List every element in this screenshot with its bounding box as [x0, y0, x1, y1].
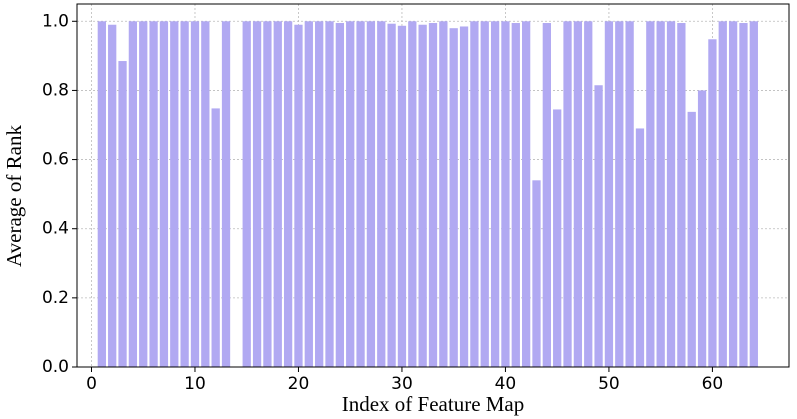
bar: [139, 21, 148, 368]
bar: [739, 23, 748, 368]
bar: [428, 23, 438, 368]
bar: [418, 24, 427, 367]
bar: [263, 21, 272, 368]
bar: [604, 21, 614, 368]
bar: [97, 21, 106, 368]
bar: [201, 21, 210, 368]
bar: [646, 21, 655, 368]
bar: [449, 28, 458, 367]
bar: [397, 25, 407, 368]
bar: [128, 21, 138, 368]
bar: [490, 21, 500, 368]
plot-frame: [76, 3, 790, 368]
bar: [532, 180, 541, 367]
bar: [211, 108, 220, 368]
bar: [356, 21, 365, 368]
bar: [377, 21, 386, 368]
x-tick-label: 60: [702, 374, 724, 394]
bar: [584, 21, 593, 368]
bar: [697, 90, 707, 367]
bar: [573, 21, 583, 368]
bar: [470, 21, 479, 368]
bar: [346, 21, 355, 368]
bar: [325, 21, 334, 368]
y-tick-label: 0.6: [42, 150, 69, 170]
bar: [159, 21, 169, 368]
bar: [366, 21, 376, 368]
y-tick-label: 0.2: [42, 288, 69, 308]
y-tick-label: 0.4: [42, 219, 69, 239]
bar: [408, 21, 417, 368]
x-tick-label: 50: [598, 374, 620, 394]
x-tick-label: 20: [288, 374, 310, 394]
bar: [625, 21, 634, 368]
y-tick-label: 0.0: [42, 357, 69, 377]
bar: [242, 21, 251, 368]
bar: [666, 21, 676, 368]
bar: [283, 21, 293, 368]
x-axis-label: Index of Feature Map: [342, 392, 525, 416]
bar: [221, 21, 231, 368]
bar: [635, 128, 645, 367]
y-axis-label: Average of Rank: [2, 125, 26, 267]
x-tick-label: 0: [86, 374, 97, 394]
y-tick-label: 0.8: [42, 80, 69, 100]
bar: [542, 23, 551, 368]
bar: [304, 21, 313, 368]
bar: [522, 21, 531, 368]
bar: [439, 21, 448, 368]
bar: [315, 21, 324, 368]
bar: [615, 21, 624, 368]
bar: [749, 21, 758, 368]
bar: [501, 21, 510, 368]
bar: [149, 21, 158, 368]
bar: [108, 24, 117, 367]
bar: [252, 21, 262, 368]
x-tick-label: 10: [184, 374, 206, 394]
bar: [718, 21, 727, 368]
bar: [708, 39, 717, 368]
bar: [594, 85, 603, 367]
bar: [118, 61, 127, 368]
bar: [511, 23, 520, 368]
bar: [687, 111, 696, 367]
x-tick-label: 40: [495, 374, 517, 394]
bar: [180, 21, 189, 368]
y-tick-label: 1.0: [42, 11, 69, 31]
bar: [190, 21, 200, 368]
bar: [170, 21, 179, 368]
bar: [677, 23, 686, 368]
x-tick-label: 30: [391, 374, 413, 394]
bar: [294, 24, 303, 367]
bar: [480, 21, 489, 368]
bar: [563, 21, 572, 368]
bar: [335, 23, 344, 368]
bar: [656, 21, 665, 368]
bar: [459, 26, 469, 367]
bar: [273, 21, 282, 368]
bar: [728, 21, 738, 368]
bar: [387, 23, 396, 367]
bar: [553, 109, 562, 367]
